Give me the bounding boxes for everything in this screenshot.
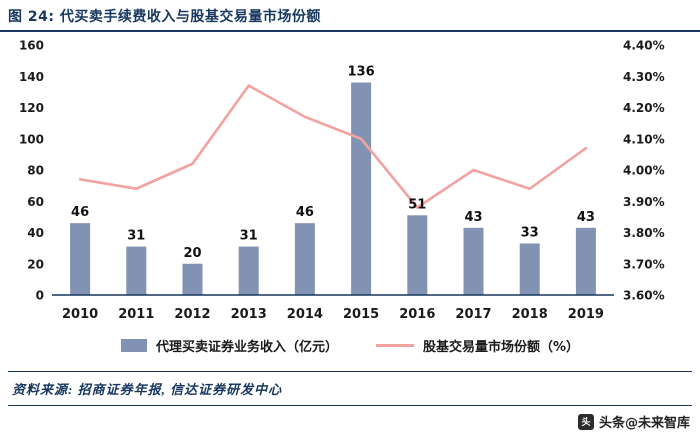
right-axis-tick-label: 3.80%	[623, 226, 665, 240]
bar-value-label: 43	[577, 210, 595, 225]
bar-2018	[519, 243, 540, 295]
right-axis-tick-label: 3.70%	[623, 257, 665, 271]
x-axis-label: 2010	[62, 307, 98, 322]
right-axis-tick-label: 4.40%	[623, 39, 665, 53]
watermark: 头 头条@未来智库	[577, 412, 690, 431]
market-share-line	[78, 84, 588, 209]
bar-2019	[575, 227, 596, 295]
bar-2015	[351, 82, 372, 295]
right-axis-tick-label: 4.30%	[623, 70, 665, 84]
source-block: 资料来源: 招商证券年报, 信达证券研发中心	[8, 371, 692, 406]
right-axis-tick-label: 4.10%	[623, 132, 665, 146]
source-note: 资料来源: 招商证券年报, 信达证券研发中心	[12, 382, 283, 397]
figure-header: 图 24: 代买卖手续费收入与股基交易量市场份额	[0, 0, 700, 32]
right-axis-tick-label: 4.20%	[623, 101, 665, 115]
left-axis-tick-label: 80	[27, 164, 44, 178]
x-axis-label: 2016	[399, 307, 435, 322]
chart-legend: 代理买卖证券业务收入（亿元） 股基交易量市场份额（%）	[0, 327, 700, 363]
left-axis-tick-label: 40	[27, 226, 44, 240]
bar-2017	[463, 227, 484, 295]
left-axis-tick-label: 140	[19, 70, 44, 84]
combo-chart: 0 20 40 60 80 100 120 140 160 3.60% 3.70% 3.80% 3.90…	[19, 39, 665, 323]
x-axis-label: 2013	[231, 307, 267, 322]
x-axis-label: 2019	[568, 307, 604, 322]
x-axis-label: 2015	[343, 307, 379, 322]
bar-value-label: 20	[183, 246, 201, 261]
bar-value-label: 33	[521, 225, 539, 240]
x-axis-label: 2017	[455, 307, 491, 322]
left-axis-tick-label: 20	[27, 257, 44, 271]
x-axis-label: 2014	[287, 307, 323, 322]
legend-bar-label: 代理买卖证券业务收入（亿元）	[155, 339, 338, 355]
left-axis-tick-label: 120	[19, 101, 44, 115]
bar-value-label: 46	[71, 205, 89, 220]
left-axis-tick-label: 160	[19, 39, 44, 53]
legend-line-label: 股基交易量市场份额（%）	[422, 339, 580, 355]
bar-2010	[70, 223, 91, 295]
bar-2013	[238, 246, 259, 295]
right-axis-tick-label: 3.90%	[623, 195, 665, 209]
left-axis-tick-label: 100	[19, 132, 44, 146]
bar-value-label: 46	[296, 205, 314, 220]
line-series-swatch-icon	[375, 343, 414, 347]
legend-item-line: 股基交易量市场份额（%）	[375, 336, 580, 355]
x-axis-label: 2012	[174, 307, 210, 322]
left-axis-tick-label: 60	[27, 195, 44, 209]
toutiao-logo-icon: 头	[577, 413, 594, 430]
bar-2011	[126, 246, 147, 295]
x-axis-label: 2018	[512, 307, 548, 322]
legend-item-bar: 代理买卖证券业务收入（亿元）	[120, 336, 338, 355]
bar-value-label: 31	[127, 229, 145, 244]
bar-value-label: 43	[464, 210, 482, 225]
bar-2016	[407, 215, 428, 295]
watermark-text: 头条@未来智库	[598, 416, 690, 431]
x-axis-label: 2011	[118, 307, 154, 322]
bar-2012	[182, 263, 203, 295]
bar-value-label: 136	[348, 65, 375, 80]
figure-title: 图 24: 代买卖手续费收入与股基交易量市场份额	[8, 9, 321, 25]
bar-2014	[294, 223, 315, 295]
right-axis-tick-label: 3.60%	[623, 289, 665, 303]
right-axis-tick-label: 4.00%	[623, 164, 665, 178]
bar-value-label: 51	[408, 197, 426, 212]
bar-value-label: 31	[240, 229, 258, 244]
bar-series-swatch-icon	[120, 338, 147, 352]
left-axis-tick-label: 0	[36, 289, 44, 303]
